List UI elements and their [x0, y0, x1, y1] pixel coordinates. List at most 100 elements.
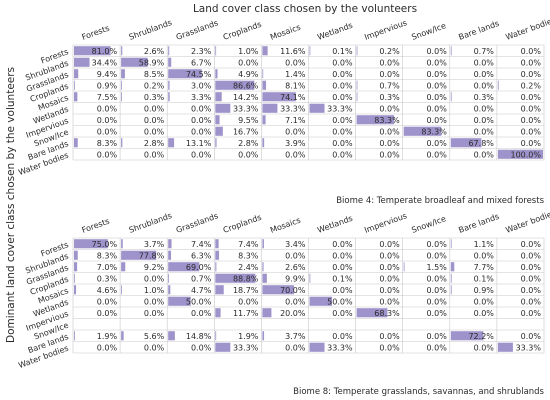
cell-value: 0.0% — [521, 274, 542, 283]
cell-value: 6.3% — [191, 251, 212, 260]
value-bar — [403, 262, 405, 272]
value-bar — [168, 138, 175, 148]
value-bar — [168, 92, 170, 102]
cell-value: 0.0% — [285, 150, 306, 159]
value-bar — [168, 273, 169, 283]
cell-value: 0.0% — [285, 58, 306, 67]
cell-value: 0.0% — [144, 127, 165, 136]
value-bar — [215, 138, 217, 148]
value-bar — [262, 92, 296, 102]
cell-value: 0.0% — [474, 116, 495, 125]
value-bar — [262, 308, 272, 318]
value-bar — [74, 331, 75, 341]
value-bar — [215, 80, 255, 90]
cell-value: 0.0% — [521, 297, 542, 306]
cell-value: 0.0% — [144, 297, 165, 306]
value-bar — [215, 239, 219, 249]
cell-value: 0.0% — [332, 127, 353, 136]
value-bar — [356, 46, 358, 56]
value-bar — [262, 285, 294, 295]
value-bar — [450, 138, 482, 148]
cell-value: 4.9% — [238, 70, 259, 79]
value-bar — [74, 80, 75, 90]
cell-value: 0.9% — [474, 286, 495, 295]
cell-value: 0.0% — [332, 240, 353, 249]
column-header-water-bodies: Water bodies — [505, 208, 550, 234]
cell-value: 34.4% — [92, 58, 118, 67]
cell-value: 72.2% — [468, 332, 494, 341]
value-bar — [215, 115, 220, 125]
cell-value: 0.0% — [238, 297, 259, 306]
cell-value: 0.0% — [474, 104, 495, 113]
cell-value: 3.7% — [285, 332, 306, 341]
value-bar — [262, 273, 267, 283]
cell-value: 0.0% — [285, 297, 306, 306]
cell-value: 0.0% — [474, 150, 495, 159]
cell-value: 0.0% — [97, 297, 118, 306]
cell-value: 0.0% — [379, 104, 400, 113]
cell-value: 0.0% — [426, 58, 447, 67]
cell-value: 0.0% — [521, 251, 542, 260]
cell-value: 0.0% — [332, 150, 353, 159]
cell-value: 0.0% — [285, 127, 306, 136]
cell-value: 0.2% — [521, 81, 542, 90]
value-bar — [215, 103, 231, 113]
cell-value: 0.7% — [191, 274, 212, 283]
value-bar — [168, 46, 170, 56]
value-bar — [215, 46, 217, 56]
matrix-caption: Biome 8: Temperate grasslands, savannas,… — [293, 387, 544, 397]
cell-value: 0.0% — [521, 240, 542, 249]
column-header-snow-ice: Snow/Ice — [410, 21, 447, 42]
value-bar — [121, 57, 148, 67]
cell-value: 0.0% — [474, 81, 495, 90]
column-header-bare-lands: Bare lands — [457, 212, 500, 235]
cell-value: 58.9% — [139, 58, 165, 67]
value-bar — [168, 57, 172, 67]
cell-value: 1.9% — [97, 332, 118, 341]
cell-value: 67.8% — [468, 139, 494, 148]
value-bar — [215, 250, 220, 260]
value-bar — [450, 273, 452, 283]
cell-value: 0.0% — [191, 104, 212, 113]
value-bar — [497, 342, 513, 352]
cell-value: 0.0% — [144, 116, 165, 125]
cell-value: 0.0% — [521, 58, 542, 67]
cell-value: 0.0% — [379, 58, 400, 67]
cell-value: 33.3% — [327, 343, 353, 352]
cell-value: 75.0% — [92, 240, 118, 249]
value-bar — [168, 69, 202, 79]
value-bar — [262, 239, 264, 249]
cell-value: 0.0% — [191, 116, 212, 125]
cell-value: 0.0% — [144, 274, 165, 283]
cell-value: 2.8% — [238, 139, 259, 148]
cell-value: 0.0% — [426, 332, 447, 341]
cell-value: 0.3% — [97, 274, 118, 283]
value-bar — [121, 69, 125, 79]
cell-value: 0.0% — [97, 127, 118, 136]
value-bar — [497, 80, 499, 90]
value-bar — [121, 80, 122, 90]
cell-value: 2.6% — [144, 47, 165, 56]
value-bar — [74, 46, 111, 56]
cell-value: 0.0% — [521, 47, 542, 56]
cell-value: 74.1% — [280, 93, 306, 102]
cell-value: 88.8% — [233, 274, 259, 283]
value-bar — [262, 69, 264, 79]
value-bar — [121, 92, 122, 102]
value-bar — [168, 331, 175, 341]
cell-value: 0.1% — [332, 274, 353, 283]
value-bar — [309, 296, 333, 306]
cell-value: 0.0% — [521, 332, 542, 341]
cell-value: 1.9% — [238, 332, 259, 341]
cell-value: 0.0% — [144, 309, 165, 318]
value-bar — [262, 115, 266, 125]
cell-value: 4.7% — [191, 286, 212, 295]
cell-value: 0.1% — [332, 47, 353, 56]
cell-value: 0.0% — [191, 150, 212, 159]
cell-value: 0.0% — [144, 343, 165, 352]
column-header-wetlands: Wetlands — [316, 21, 354, 42]
cell-value: 1.5% — [426, 263, 447, 272]
value-bar — [215, 126, 223, 136]
value-bar — [168, 285, 171, 295]
